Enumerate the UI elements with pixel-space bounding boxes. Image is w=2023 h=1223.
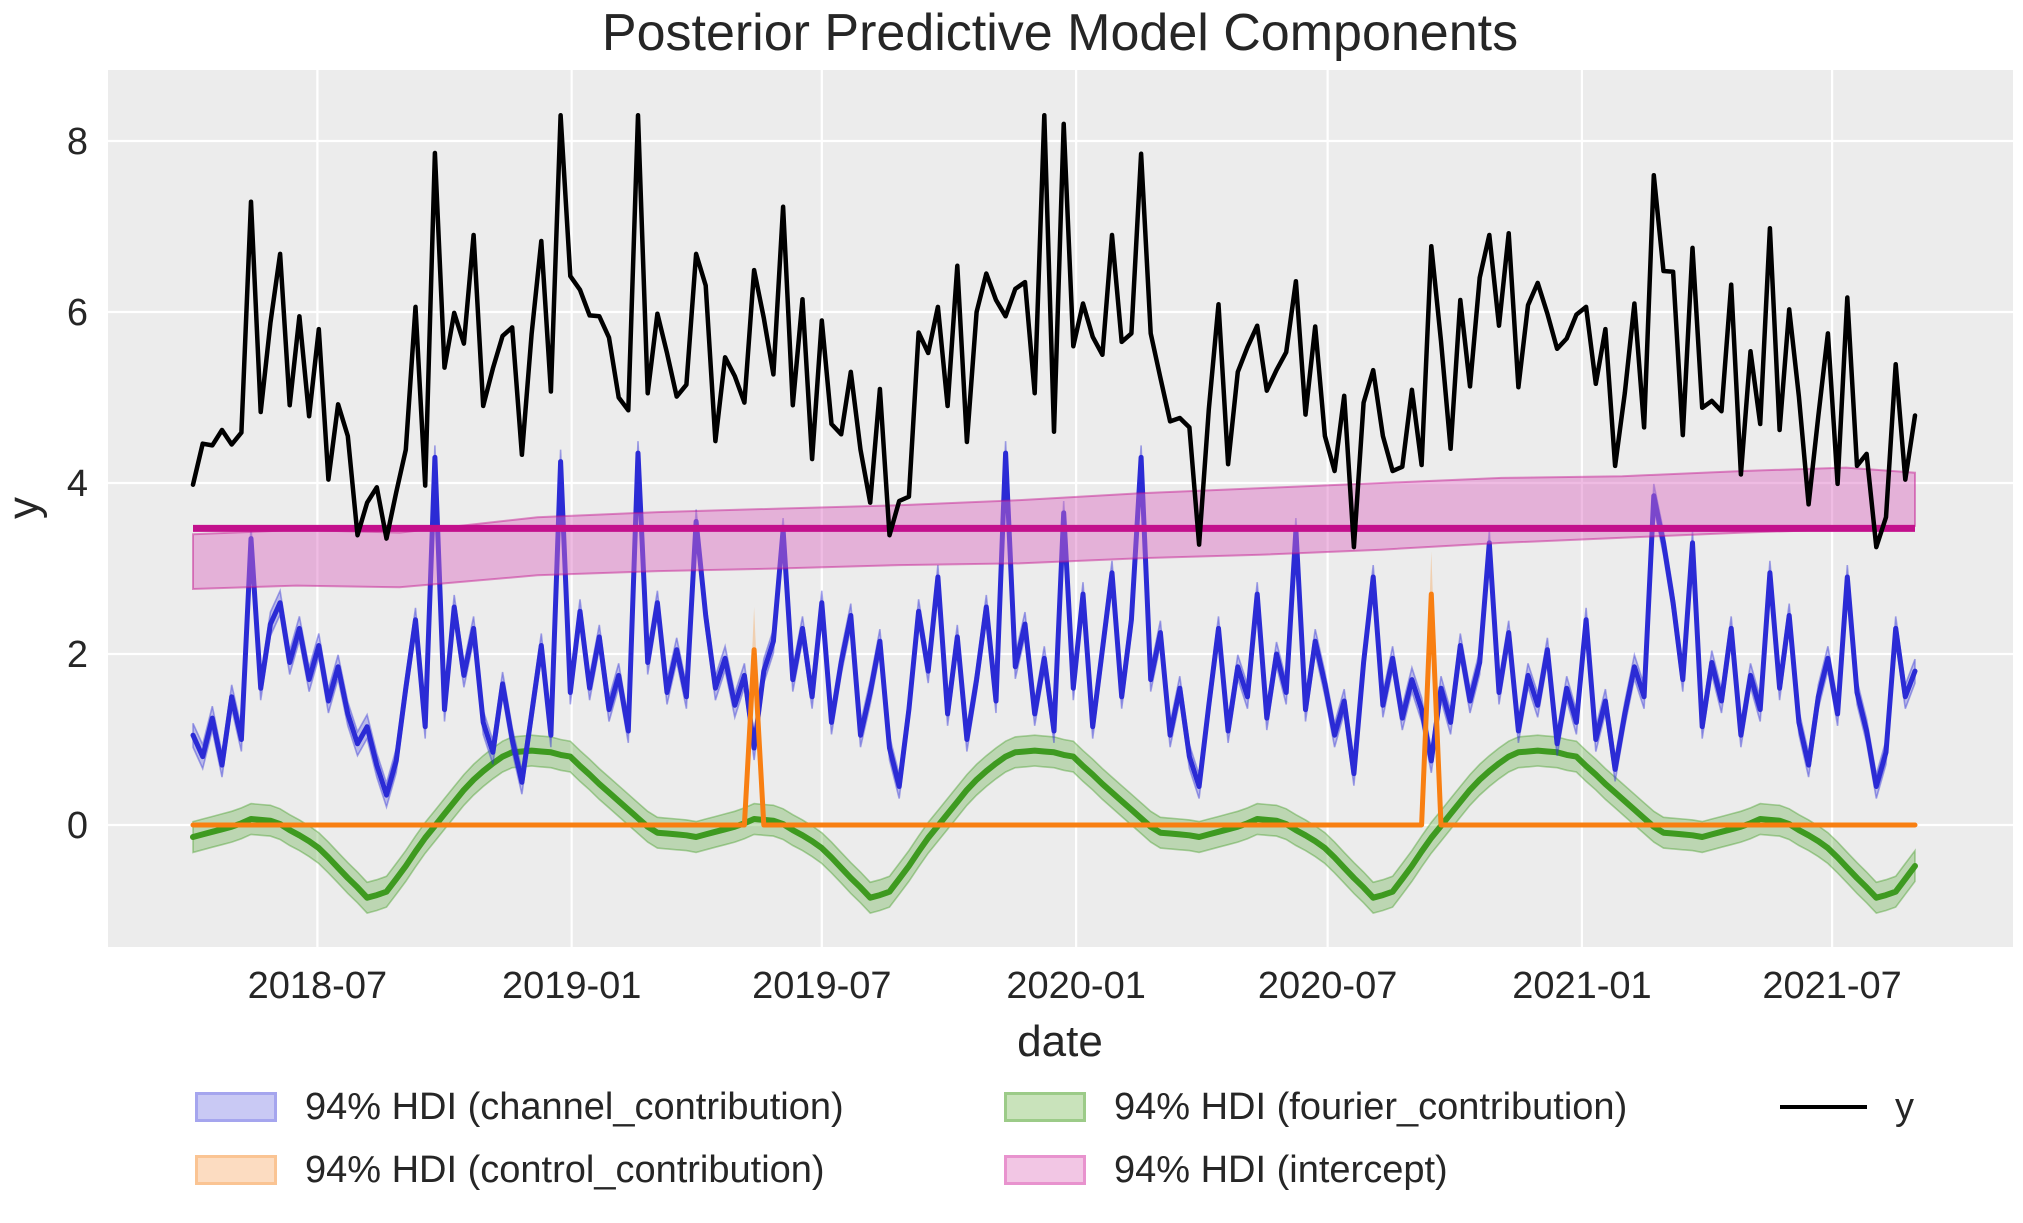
x-tick-label: 2021-07 [1762,965,1901,1007]
legend-label: 94% HDI (channel_contribution) [305,1086,844,1128]
x-tick-label: 2020-01 [1006,965,1145,1007]
y-series-line [190,113,1918,550]
fourier_contribution-hdi-band [192,734,1916,914]
fourier_contribution-line [190,747,1918,901]
chart-title: Posterior Predictive Model Components [602,4,1518,62]
channel_contribution-line [190,450,1918,798]
legend-entry: 94% HDI (intercept) [1004,1148,1448,1192]
x-tick-label: 2019-07 [752,965,891,1007]
legend-entry: y [1780,1085,1914,1129]
legend-label: y [1895,1086,1914,1128]
legend-patch-swatch [1004,1092,1086,1122]
y-tick-label: 0 [67,805,88,847]
legend-patch-swatch [1004,1155,1086,1185]
legend-entry: 94% HDI (fourier_contribution) [1004,1085,1627,1129]
control_contribution-line [190,591,1918,828]
legend-line-swatch [1780,1105,1867,1109]
y-tick-label: 4 [67,463,88,505]
y-tick-label: 6 [67,292,88,334]
x-axis-label: date [1017,1017,1103,1066]
legend-patch-swatch [195,1092,277,1122]
legend-label: 94% HDI (intercept) [1114,1149,1448,1191]
legend-patch-swatch [195,1155,277,1185]
legend-label: 94% HDI (fourier_contribution) [1114,1086,1628,1128]
x-tick-label: 2018-07 [248,965,387,1007]
legend-entry: 94% HDI (channel_contribution) [195,1085,844,1129]
legend-label: 94% HDI (control_contribution) [305,1149,825,1191]
x-tick-label: 2020-07 [1258,965,1397,1007]
y-tick-label: 8 [67,121,88,163]
y-axis-label: y [0,497,48,519]
y-tick-label: 2 [67,634,88,676]
legend-entry: 94% HDI (control_contribution) [195,1148,825,1192]
x-tick-label: 2019-01 [502,965,641,1007]
x-tick-label: 2021-01 [1512,965,1651,1007]
